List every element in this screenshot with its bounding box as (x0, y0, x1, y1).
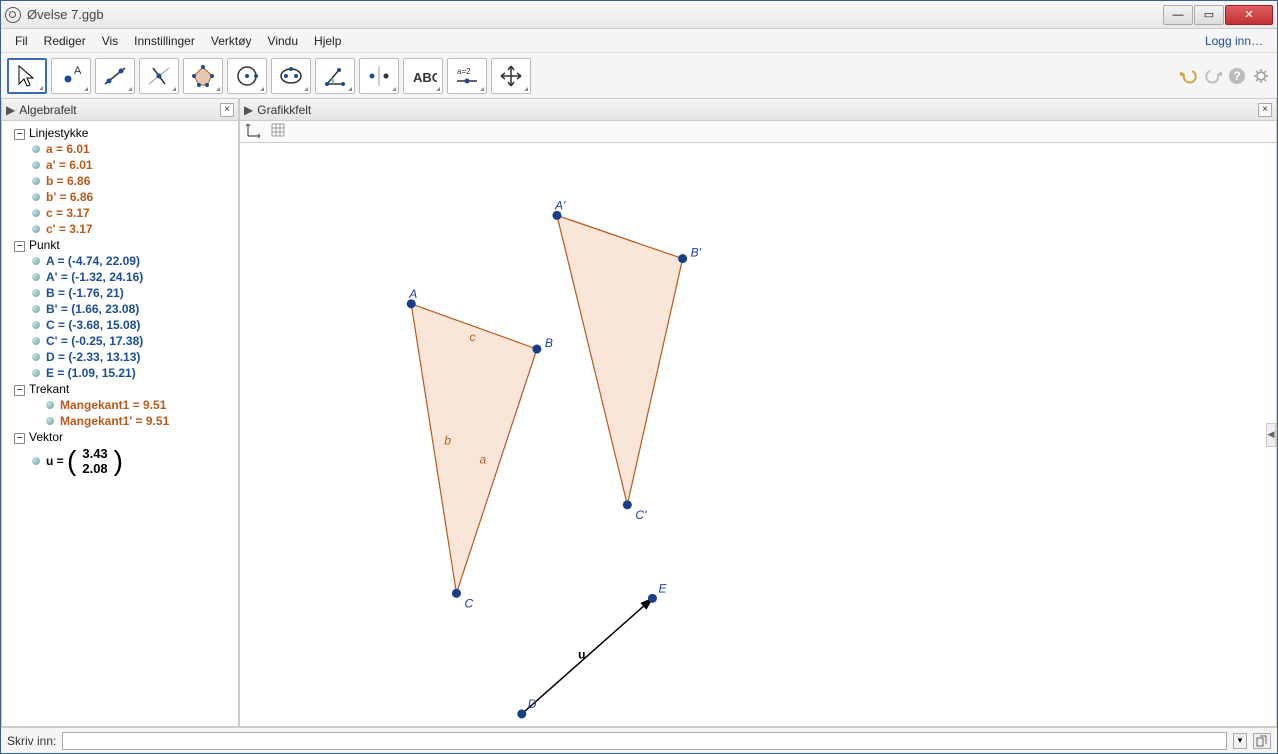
svg-text:b: b (444, 434, 451, 448)
graphics-close[interactable]: × (1258, 103, 1272, 117)
tree-category[interactable]: −Linjestykke (2, 125, 238, 141)
login-link[interactable]: Logg inn… (1197, 31, 1271, 51)
tool-text[interactable]: ABC (403, 58, 443, 94)
tree-item[interactable]: c' = 3.17 (2, 221, 238, 237)
tree-item[interactable]: C' = (-0.25, 17.38) (2, 333, 238, 349)
tool-point[interactable]: A (51, 58, 91, 94)
settings-icon[interactable] (1251, 66, 1271, 86)
tree-item[interactable]: u = (3.432.08) (2, 445, 238, 477)
tool-ellipse[interactable] (271, 58, 311, 94)
input-dropdown[interactable]: ▾ (1233, 733, 1247, 749)
tree-item[interactable]: Mangekant1' = 9.51 (2, 413, 238, 429)
svg-text:c: c (470, 330, 476, 344)
redo-button[interactable] (1203, 66, 1223, 86)
collapse-icon: ▶ (244, 103, 253, 117)
close-button[interactable]: ✕ (1225, 5, 1273, 25)
algebra-title: Algebrafelt (19, 103, 76, 117)
algebra-panel: ▶ Algebrafelt × −Linjestykkea = 6.01a' =… (1, 99, 239, 727)
svg-text:D: D (528, 697, 537, 711)
graphics-panel: ▶ Grafikkfelt × A B Cc b a A' B' C' D Eu ◀ (239, 99, 1277, 727)
tool-circle[interactable] (227, 58, 267, 94)
svg-text:A: A (408, 287, 417, 301)
svg-text:E: E (658, 581, 667, 595)
collapse-icon: ▶ (6, 103, 15, 117)
svg-text:B': B' (691, 246, 702, 260)
tree-item[interactable]: b' = 6.86 (2, 189, 238, 205)
tree-category[interactable]: −Trekant (2, 381, 238, 397)
graphics-title: Grafikkfelt (257, 103, 311, 117)
menu-rediger[interactable]: Rediger (36, 31, 94, 51)
menu-hjelp[interactable]: Hjelp (306, 31, 349, 51)
menu-innstillinger[interactable]: Innstillinger (126, 31, 203, 51)
algebra-close[interactable]: × (220, 103, 234, 117)
tree-item[interactable]: A = (-4.74, 22.09) (2, 253, 238, 269)
axes-toggle[interactable] (246, 122, 262, 141)
svg-text:a=2: a=2 (457, 67, 471, 76)
toolbar: A ABC a=2 ? (1, 53, 1277, 99)
tree-item[interactable]: a' = 6.01 (2, 157, 238, 173)
menu-fil[interactable]: Fil (7, 31, 36, 51)
graphics-toolbar (239, 121, 1277, 143)
menu-verktoy[interactable]: Verktøy (203, 31, 260, 51)
command-input[interactable] (62, 732, 1227, 750)
svg-text:a: a (480, 453, 487, 467)
algebra-header[interactable]: ▶ Algebrafelt × (1, 99, 239, 121)
tree-item[interactable]: a = 6.01 (2, 141, 238, 157)
side-tab[interactable]: ◀ (1266, 423, 1276, 447)
graphics-header[interactable]: ▶ Grafikkfelt × (239, 99, 1277, 121)
svg-text:C': C' (635, 508, 647, 522)
minimize-button[interactable]: — (1163, 5, 1193, 25)
app-icon (5, 7, 21, 23)
algebra-tree: −Linjestykkea = 6.01a' = 6.01b = 6.86b' … (1, 121, 239, 727)
tool-line[interactable] (95, 58, 135, 94)
tree-item[interactable]: D = (-2.33, 13.13) (2, 349, 238, 365)
tree-item[interactable]: A' = (-1.32, 24.16) (2, 269, 238, 285)
svg-text:C: C (464, 596, 473, 610)
tool-reflect[interactable] (359, 58, 399, 94)
tree-item[interactable]: Mangekant1 = 9.51 (2, 397, 238, 413)
undo-button[interactable] (1179, 66, 1199, 86)
tool-slider[interactable]: a=2 (447, 58, 487, 94)
tree-item[interactable]: B' = (1.66, 23.08) (2, 301, 238, 317)
titlebar: Øvelse 7.ggb — ▭ ✕ (1, 1, 1277, 29)
tool-move[interactable] (7, 58, 47, 94)
svg-text:?: ? (1233, 69, 1240, 83)
window-title: Øvelse 7.ggb (27, 7, 1163, 22)
tree-category[interactable]: −Vektor (2, 429, 238, 445)
tree-item[interactable]: b = 6.86 (2, 173, 238, 189)
menu-vindu[interactable]: Vindu (260, 31, 306, 51)
tool-angle[interactable] (315, 58, 355, 94)
tree-item[interactable]: E = (1.09, 15.21) (2, 365, 238, 381)
tree-category[interactable]: −Punkt (2, 237, 238, 253)
graphics-canvas[interactable]: A B Cc b a A' B' C' D Eu ◀ (239, 143, 1277, 727)
input-help[interactable] (1253, 733, 1271, 749)
svg-text:B: B (545, 336, 553, 350)
help-icon[interactable]: ? (1227, 66, 1247, 86)
tree-item[interactable]: C = (-3.68, 15.08) (2, 317, 238, 333)
tree-item[interactable]: B = (-1.76, 21) (2, 285, 238, 301)
svg-text:A: A (74, 65, 82, 77)
tool-polygon[interactable] (183, 58, 223, 94)
svg-text:u: u (578, 648, 585, 662)
tool-perpendicular[interactable] (139, 58, 179, 94)
svg-text:ABC: ABC (413, 70, 437, 85)
maximize-button[interactable]: ▭ (1194, 5, 1224, 25)
menubar: Fil Rediger Vis Innstillinger Verktøy Vi… (1, 29, 1277, 53)
menu-vis[interactable]: Vis (94, 31, 126, 51)
svg-text:A': A' (554, 198, 566, 212)
grid-toggle[interactable] (270, 122, 286, 141)
input-bar: Skriv inn: ▾ (1, 727, 1277, 753)
tree-item[interactable]: c = 3.17 (2, 205, 238, 221)
input-label: Skriv inn: (7, 734, 56, 748)
tool-move-view[interactable] (491, 58, 531, 94)
